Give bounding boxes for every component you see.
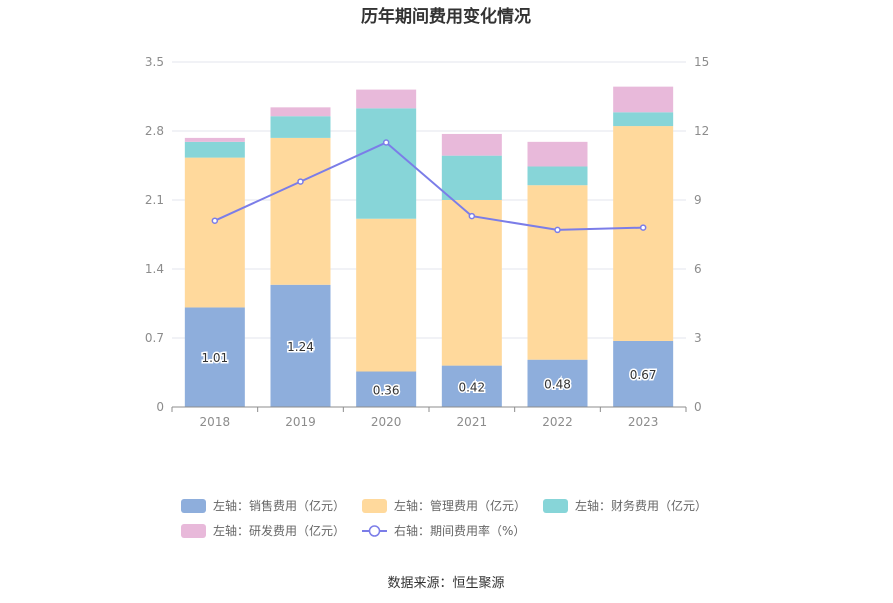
x-tick-label: 2018: [200, 415, 231, 429]
y-left-tick-label: 2.8: [145, 124, 164, 138]
data-label: 0.36: [373, 383, 400, 397]
source-note: 数据来源：恒生聚源: [387, 576, 504, 591]
legend-marker: [368, 525, 381, 537]
bar-segment-2022-2: [527, 166, 588, 186]
data-label: 0.48: [544, 377, 571, 391]
y-left-tick-label: 0: [156, 400, 164, 414]
grid: [172, 61, 686, 339]
bar-segment-2023-1: [613, 126, 674, 341]
bar-segment-2018-1: [184, 157, 245, 308]
rate-point: [468, 212, 476, 220]
legend-swatch: [362, 499, 387, 513]
bar-segment-2020-0: [356, 371, 417, 407]
bar-segment-2021-1: [441, 200, 502, 366]
bar-segment-2020-2: [356, 108, 417, 219]
y-left-tick-label: 1.4: [145, 262, 164, 276]
data-label: 0.42: [458, 380, 485, 394]
y-left-tick-label: 2.1: [145, 193, 164, 207]
bar-segment-2019-2: [270, 116, 331, 138]
rate-point: [639, 224, 647, 231]
bar-segment-2022-1: [527, 185, 588, 360]
bar-segment-2019-3: [270, 107, 331, 117]
x-tick-label: 2019: [285, 415, 316, 429]
y-right-tick-label: 3: [694, 331, 702, 345]
y-right-tick-label: 9: [694, 193, 702, 207]
data-label: 0.67: [630, 368, 657, 382]
legend-label: 左轴：销售费用（亿元）: [213, 498, 345, 513]
y-right-tick-label: 12: [694, 124, 709, 138]
data-labels: 1.01 1.24 0.36 0.42 0.48 0.67: [200, 338, 658, 398]
data-label: 1.01: [201, 351, 228, 365]
bars: [184, 86, 674, 407]
legend-item[interactable]: 左轴：管理费用（亿元）: [362, 498, 526, 513]
bar-segment-2020-3: [356, 89, 417, 109]
bar-segment-2019-0: [270, 284, 331, 407]
bar-segment-2018-3: [184, 137, 245, 142]
legend[interactable]: 左轴：销售费用（亿元） 左轴：管理费用（亿元） 左轴：财务费用（亿元） 左轴：研发费用…: [181, 498, 707, 538]
bar-segment-2023-3: [613, 86, 674, 113]
bar-segment-2021-3: [441, 133, 502, 156]
bar-segment-2020-1: [356, 218, 417, 372]
y-right-tick-label: 6: [694, 262, 702, 276]
bar-segment-2022-3: [527, 141, 588, 167]
rate-point: [382, 139, 390, 146]
chart-title: 历年期间费用变化情况: [361, 6, 531, 27]
x-tick-label: 2022: [542, 415, 573, 429]
bar-segment-2018-2: [184, 141, 245, 158]
rate-line: [211, 139, 647, 234]
legend-label: 左轴：管理费用（亿元）: [394, 498, 526, 513]
rate-point: [297, 178, 304, 185]
bar-segment-2023-0: [613, 340, 674, 407]
legend-item[interactable]: 左轴：销售费用（亿元）: [181, 498, 345, 513]
legend-label: 左轴：财务费用（亿元）: [575, 498, 707, 513]
x-tick-label: 2023: [628, 415, 659, 429]
legend-item[interactable]: 左轴：研发费用（亿元）: [181, 523, 345, 538]
rate-point: [211, 217, 219, 224]
legend-label: 左轴：研发费用（亿元）: [213, 523, 345, 538]
legend-label: 右轴：期间费用率（%）: [394, 523, 525, 538]
bar-segment-2021-0: [441, 365, 502, 407]
legend-swatch: [543, 499, 568, 513]
legend-swatch: [181, 524, 206, 538]
rate-point: [554, 226, 561, 234]
y-left-tick-label: 3.5: [145, 55, 164, 69]
legend-item[interactable]: 右轴：期间费用率（%）: [362, 523, 525, 538]
y-left-tick-label: 0.7: [145, 331, 164, 345]
bar-segment-2021-2: [441, 155, 502, 200]
y-right-tick-label: 15: [694, 55, 709, 69]
x-tick-label: 2020: [371, 415, 402, 429]
x-tick-label: 2021: [457, 415, 488, 429]
data-label: 1.24: [287, 340, 314, 354]
legend-item[interactable]: 左轴：财务费用（亿元）: [543, 498, 707, 513]
rate-line-path: [214, 141, 644, 231]
axes: 0 0.7 1.4 2.1 2.8 3.5 0 3 6 9 12 15 2018 2019 2020 2021…: [145, 55, 709, 429]
legend-swatch: [181, 499, 206, 513]
bar-segment-2019-1: [270, 137, 331, 285]
y-right-tick-label: 0: [694, 400, 702, 414]
bar-segment-2022-0: [527, 359, 588, 407]
bar-segment-2023-2: [613, 112, 674, 127]
bar-segment-2018-0: [184, 307, 245, 407]
